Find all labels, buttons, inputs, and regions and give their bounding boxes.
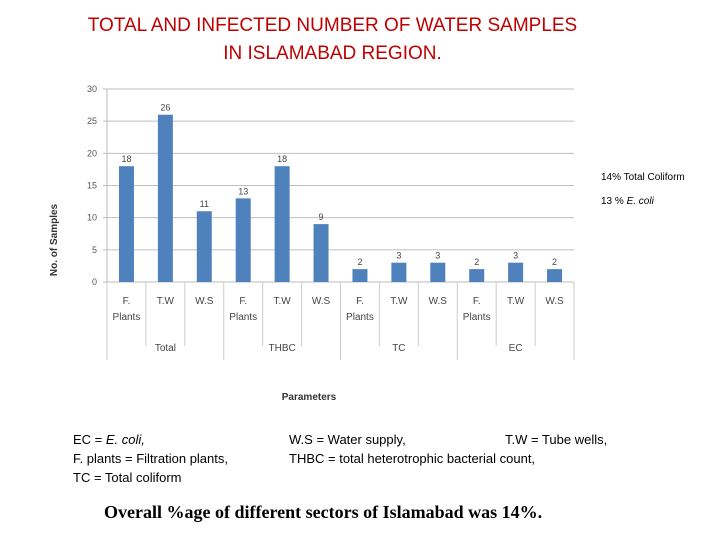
legend-ws: W.S = Water supply,	[289, 432, 406, 447]
bar	[430, 262, 446, 282]
x-sub-label: Plants	[113, 312, 141, 323]
bar	[196, 211, 212, 282]
x-sub-label: T.W	[157, 296, 175, 307]
legend-fplants: F. plants = Filtration plants,	[73, 451, 228, 466]
x-sub-label: F.	[473, 296, 481, 307]
data-label: 2	[474, 257, 479, 267]
x-axis-title: Parameters	[282, 392, 337, 403]
x-sub-label: W.S	[429, 296, 448, 307]
overall-summary: Overall %age of different sectors of Isl…	[104, 502, 543, 522]
bar	[313, 224, 329, 282]
bar	[118, 166, 134, 282]
x-group-label: EC	[509, 343, 523, 354]
y-tick-label: 20	[87, 148, 97, 158]
ecoli-note-italic: E. coli	[626, 196, 654, 207]
x-group-label: THBC	[269, 343, 296, 354]
y-tick-label: 0	[92, 277, 97, 287]
x-sub-label: F.	[123, 296, 131, 307]
x-group-label: Total	[155, 343, 176, 354]
data-label: 11	[200, 199, 209, 209]
x-group-label: TC	[392, 343, 405, 354]
bar	[391, 262, 407, 282]
data-label: 3	[396, 251, 401, 261]
y-tick-label: 10	[87, 213, 97, 223]
x-sub-label: T.W	[507, 296, 525, 307]
y-tick-label: 25	[87, 116, 97, 126]
y-axis-title: No. of Samples	[49, 203, 60, 276]
y-tick-label: 5	[92, 245, 97, 255]
legend-ec: EC = E. coli,	[73, 430, 228, 449]
x-sub-label: W.S	[545, 296, 564, 307]
data-label: 18	[121, 154, 131, 164]
bar	[547, 269, 563, 282]
x-sub-label: F.	[356, 296, 364, 307]
legend-tw: T.W = Tube wells,	[505, 432, 608, 447]
ecoli-note: 13 % E. coli	[601, 196, 654, 207]
data-label: 13	[238, 186, 248, 196]
data-label: 3	[435, 251, 440, 261]
data-label: 9	[319, 212, 324, 222]
ecoli-note-prefix: 13 %	[601, 196, 627, 207]
bar	[157, 114, 173, 282]
x-sub-label: F.	[239, 296, 247, 307]
total-coliform-note: 14% Total Coliform	[601, 172, 685, 183]
chart-title: TOTAL AND INFECTED NUMBER OF WATER SAMPL…	[0, 12, 665, 68]
bar	[352, 269, 368, 282]
x-sub-label: W.S	[312, 296, 331, 307]
title-line-2: IN ISLAMABAD REGION.	[223, 43, 442, 64]
x-sub-label: Plants	[463, 312, 491, 323]
legend-ec-prefix: EC =	[73, 432, 106, 447]
legend-left: EC = E. coli, F. plants = Filtration pla…	[73, 430, 228, 487]
bar	[235, 198, 251, 282]
title-line-1: TOTAL AND INFECTED NUMBER OF WATER SAMPL…	[87, 15, 578, 36]
bar	[508, 262, 524, 282]
data-label: 2	[552, 257, 557, 267]
x-sub-label: T.W	[390, 296, 408, 307]
x-sub-label: W.S	[195, 296, 214, 307]
legend-tc: TC = Total coliform	[73, 470, 182, 485]
bar	[469, 269, 485, 282]
x-sub-label: Plants	[229, 312, 257, 323]
data-label: 26	[160, 103, 170, 113]
bar	[274, 166, 290, 282]
y-tick-label: 15	[87, 181, 97, 191]
bar-chart: 0 5 10 15 20 25 30 18 F. Plants 26 T.W 11 W.S 13 F. Plan…	[49, 84, 575, 403]
data-label: 2	[357, 257, 362, 267]
legend-thbc: THBC = total heterotrophic bacterial cou…	[289, 451, 536, 466]
x-sub-label: T.W	[274, 296, 292, 307]
data-label: 3	[513, 251, 518, 261]
x-sub-label: Plants	[346, 312, 374, 323]
data-label: 18	[277, 154, 287, 164]
legend-ec-italic: E. coli,	[105, 432, 145, 447]
y-tick-label: 30	[87, 84, 97, 94]
